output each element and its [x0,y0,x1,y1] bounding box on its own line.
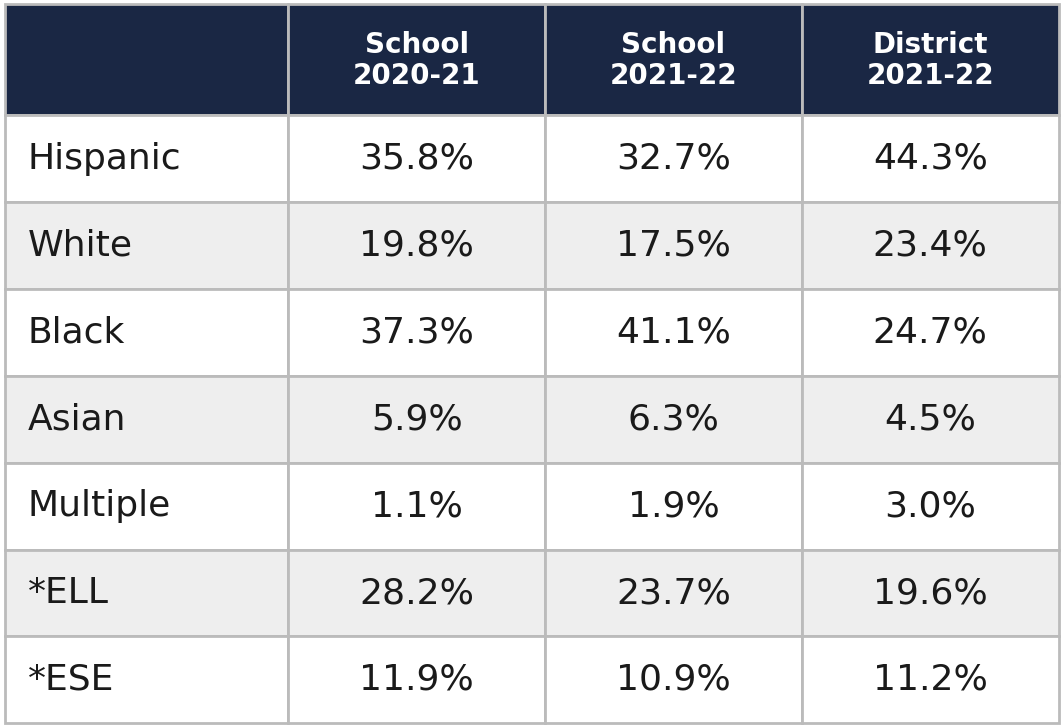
Text: 3.0%: 3.0% [884,489,977,523]
Text: 1.9%: 1.9% [628,489,719,523]
Text: 1.1%: 1.1% [370,489,463,523]
Text: 23.4%: 23.4% [872,228,987,262]
Text: 5.9%: 5.9% [371,402,463,436]
Text: Black: Black [28,316,126,350]
Text: Multiple: Multiple [28,489,171,523]
Text: 17.5%: 17.5% [616,228,731,262]
Text: Hispanic: Hispanic [28,142,182,176]
Bar [5,636,288,723]
Bar [288,289,545,376]
Bar [545,4,802,115]
Text: District: District [872,31,988,59]
Text: 44.3%: 44.3% [872,142,987,176]
Text: 10.9%: 10.9% [616,663,731,697]
Text: School: School [365,31,469,59]
Text: 6.3%: 6.3% [628,402,719,436]
Text: 37.3%: 37.3% [360,316,475,350]
Bar [545,115,802,202]
Text: 4.5%: 4.5% [884,402,977,436]
Text: 2020-21: 2020-21 [353,62,481,90]
Bar [802,289,1059,376]
Bar [545,636,802,723]
Bar [5,4,288,115]
Bar [802,636,1059,723]
Bar [288,115,545,202]
Bar [802,376,1059,462]
Bar [288,202,545,289]
Bar [5,289,288,376]
Bar [545,462,802,550]
Text: 28.2%: 28.2% [360,576,475,610]
Bar [802,4,1059,115]
Text: *ELL: *ELL [28,576,109,610]
Bar [802,202,1059,289]
Bar [5,202,288,289]
Text: *ESE: *ESE [28,663,114,697]
Bar [288,636,545,723]
Text: 35.8%: 35.8% [360,142,475,176]
Bar [5,376,288,462]
Bar [5,115,288,202]
Bar [802,462,1059,550]
Text: Asian: Asian [28,402,127,436]
Bar [802,115,1059,202]
Bar [545,550,802,636]
Text: 11.9%: 11.9% [360,663,475,697]
Bar [545,202,802,289]
Bar [288,550,545,636]
Bar [545,289,802,376]
Text: 23.7%: 23.7% [616,576,731,610]
Bar [5,462,288,550]
Text: 32.7%: 32.7% [616,142,731,176]
Text: 2021-22: 2021-22 [610,62,737,90]
Text: 41.1%: 41.1% [616,316,731,350]
Bar [545,376,802,462]
Bar [288,462,545,550]
Bar [5,550,288,636]
Text: 24.7%: 24.7% [872,316,987,350]
Bar [288,376,545,462]
Bar [802,550,1059,636]
Bar [288,4,545,115]
Text: 11.2%: 11.2% [872,663,987,697]
Text: White: White [28,228,133,262]
Text: 19.8%: 19.8% [360,228,475,262]
Text: School: School [621,31,726,59]
Text: 2021-22: 2021-22 [866,62,994,90]
Text: 19.6%: 19.6% [872,576,987,610]
